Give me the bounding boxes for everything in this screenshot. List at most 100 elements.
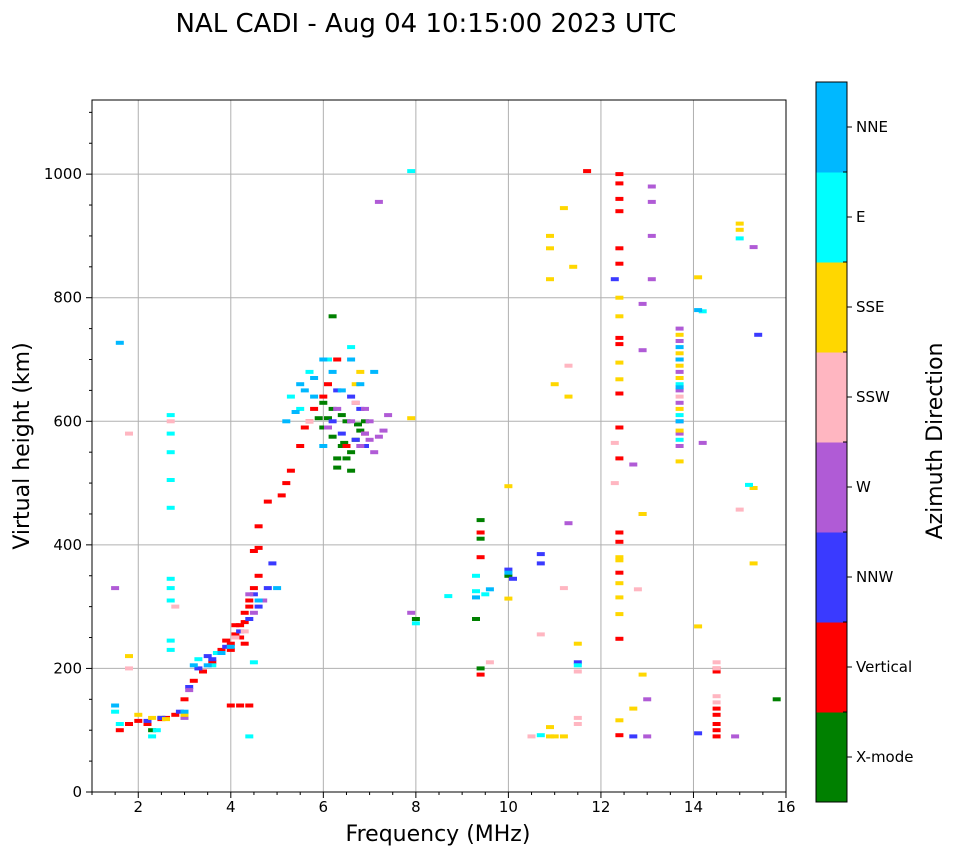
data-point-nnw <box>504 567 513 572</box>
data-point-sse <box>550 382 559 387</box>
data-point-vertical <box>615 456 624 461</box>
data-point-vertical <box>199 669 207 674</box>
data-point-sse <box>629 706 638 711</box>
data-point-vertical <box>615 636 624 641</box>
data-point-vertical <box>615 539 624 544</box>
data-point-vertical <box>310 406 319 411</box>
data-point-w <box>333 406 342 411</box>
data-point-sse <box>504 596 513 601</box>
data-point-w <box>374 199 383 204</box>
data-point-vertical <box>296 444 305 448</box>
colorbar-segment-ssw <box>816 352 847 443</box>
data-point-sse <box>125 654 133 659</box>
data-point-nnw <box>754 332 763 337</box>
data-point-w <box>365 437 374 442</box>
data-point-ssw <box>573 722 582 726</box>
data-point-nnw <box>347 394 356 399</box>
data-point-w <box>361 431 369 436</box>
data-point-sse <box>675 332 684 337</box>
data-point-nne <box>675 345 684 350</box>
colorbar-label: Azimuth Direction <box>923 342 948 539</box>
data-point-nnw <box>333 388 342 393</box>
x-tick-label: 4 <box>226 798 236 816</box>
data-point-sse <box>148 715 157 720</box>
data-point-w <box>698 440 707 445</box>
data-point-sse <box>180 712 189 717</box>
data-point-nne <box>291 410 300 414</box>
data-point-x-mode <box>340 440 349 445</box>
data-point-w <box>647 199 656 204</box>
data-point-ssw <box>712 660 721 665</box>
data-point-vertical <box>171 712 180 717</box>
data-point-sse <box>407 416 416 421</box>
data-point-vertical <box>615 246 624 251</box>
data-point-x-mode <box>342 456 351 461</box>
data-point-vertical <box>189 678 198 683</box>
data-point-vertical <box>615 342 624 347</box>
data-point-e <box>166 478 175 482</box>
data-point-e <box>735 236 744 241</box>
data-point-nnw <box>157 715 166 720</box>
data-point-vertical <box>226 703 235 708</box>
data-point-nnw <box>356 406 365 411</box>
data-point-w <box>324 425 332 430</box>
data-point-sse <box>569 264 578 269</box>
data-point-ssw <box>231 635 240 640</box>
data-point-nnw <box>254 604 263 609</box>
data-point-vertical <box>615 425 624 430</box>
data-point-w <box>370 450 379 455</box>
data-point-nnw <box>361 444 369 448</box>
colorbar-label-e: E <box>856 208 865 226</box>
data-point-sse <box>694 624 703 629</box>
y-tick-label: 1000 <box>44 165 82 183</box>
data-point-vertical <box>217 647 226 652</box>
data-point-e <box>286 394 295 399</box>
data-point-vertical <box>240 641 249 646</box>
data-point-ssw <box>240 629 249 634</box>
data-point-ssw <box>527 734 536 739</box>
data-point-x-mode <box>361 419 369 424</box>
data-point-vertical <box>615 181 624 186</box>
data-point-x-mode <box>319 425 328 430</box>
colorbar-label-ssw: SSW <box>856 388 890 406</box>
data-point-vertical <box>583 169 592 174</box>
data-point-sse <box>675 363 684 368</box>
data-point-sse <box>162 717 170 722</box>
data-point-nne <box>300 388 309 393</box>
data-point-vertical <box>208 660 217 665</box>
data-point-w <box>111 586 120 591</box>
data-point-e <box>166 586 175 591</box>
data-point-nnw <box>268 561 277 566</box>
data-point-x-mode <box>347 450 356 455</box>
data-point-x-mode <box>333 456 342 461</box>
data-point-nne <box>504 570 513 575</box>
data-point-w <box>675 326 684 331</box>
data-point-w <box>638 348 647 353</box>
data-point-w <box>249 610 258 615</box>
data-point-sse <box>735 227 744 232</box>
data-point-w <box>356 444 365 448</box>
data-point-e <box>166 598 175 603</box>
data-point-e <box>245 734 254 739</box>
data-point-nnw <box>208 657 217 662</box>
y-tick-label: 800 <box>53 289 82 307</box>
data-point-sse <box>550 734 559 739</box>
data-point-nne <box>370 369 379 374</box>
data-point-sse <box>546 734 554 739</box>
data-point-vertical <box>615 391 624 396</box>
data-point-ssw <box>305 419 314 424</box>
data-point-e <box>111 709 120 714</box>
data-point-vertical <box>263 499 272 504</box>
data-point-x-mode <box>319 400 328 405</box>
data-point-ssw <box>351 400 360 405</box>
data-point-vertical <box>254 545 263 550</box>
data-point-nne <box>694 308 703 313</box>
data-point-x-mode <box>342 419 351 424</box>
data-point-e <box>411 621 420 626</box>
data-point-e <box>194 657 203 662</box>
data-point-w <box>629 462 638 467</box>
data-point-w <box>675 388 684 393</box>
data-point-ssw <box>675 394 684 399</box>
y-axis-label: Virtual height (km) <box>10 342 35 549</box>
colorbar: X-mode Vertical NNW W SSW SSE E NNE <box>815 81 913 803</box>
